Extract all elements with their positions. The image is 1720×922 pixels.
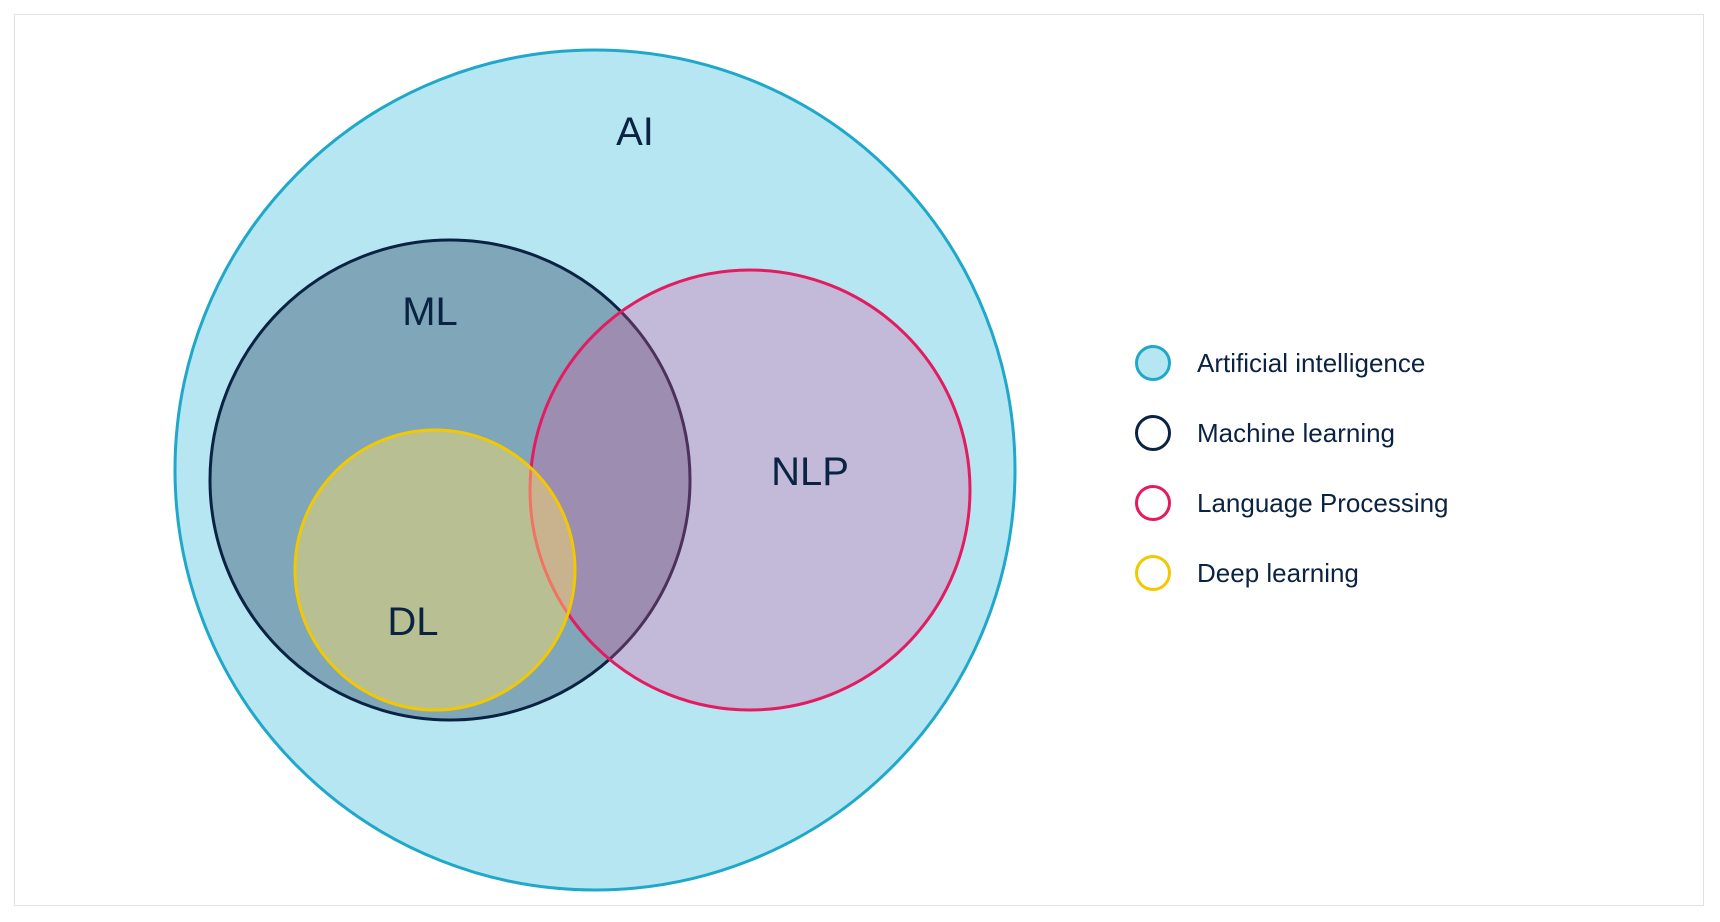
dl-circle (295, 430, 575, 710)
legend-label-dl: Deep learning (1197, 558, 1359, 589)
legend: Artificial intelligence Machine learning… (1135, 345, 1449, 591)
legend-item-nlp: Language Processing (1135, 485, 1449, 521)
legend-swatch-ml (1135, 415, 1171, 451)
ml-label: ML (402, 290, 458, 334)
legend-swatch-nlp (1135, 485, 1171, 521)
legend-swatch-ai (1135, 345, 1171, 381)
legend-item-ai: Artificial intelligence (1135, 345, 1449, 381)
legend-label-ml: Machine learning (1197, 418, 1395, 449)
legend-item-dl: Deep learning (1135, 555, 1449, 591)
nlp-label: NLP (771, 450, 849, 494)
ai-label: AI (616, 110, 654, 154)
venn-diagram: AI ML NLP DL (15, 15, 1705, 907)
legend-item-ml: Machine learning (1135, 415, 1449, 451)
dl-label: DL (387, 600, 438, 644)
nlp-circle (530, 270, 970, 710)
legend-label-nlp: Language Processing (1197, 488, 1449, 519)
legend-label-ai: Artificial intelligence (1197, 348, 1425, 379)
diagram-frame: AI ML NLP DL Artificial intelligence Mac… (14, 14, 1704, 906)
legend-swatch-dl (1135, 555, 1171, 591)
